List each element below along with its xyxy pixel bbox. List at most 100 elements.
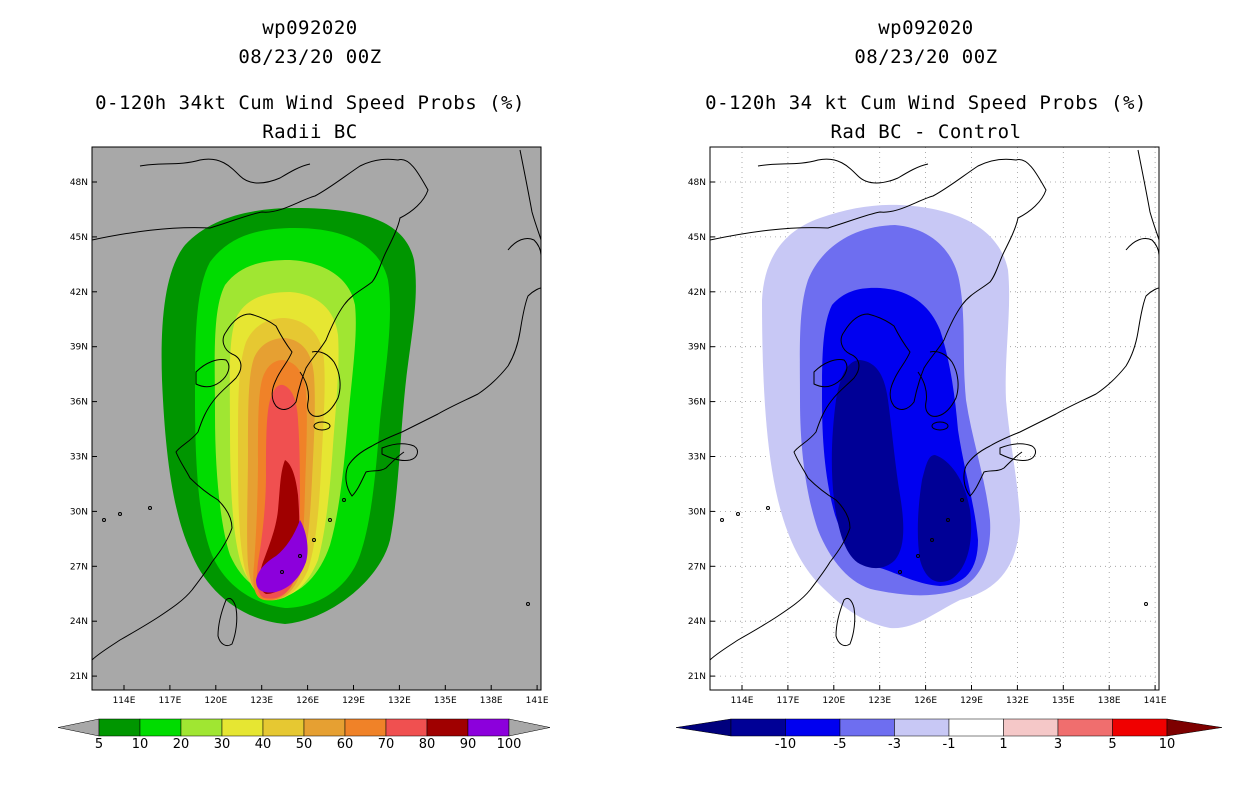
right-axis-ticks: 48N 45N 42N 39N 36N 33N 30N 27N 24N 21N 114E 117E 12… — [688, 178, 1167, 706]
left-lat-label: 24N — [70, 617, 88, 627]
right-lat-label: 36N — [688, 398, 706, 408]
left-lat-label: 21N — [70, 672, 88, 682]
left-lat-label: 42N — [70, 288, 88, 298]
right-lat-label: 30N — [688, 507, 706, 517]
left-colorbar-label: 60 — [336, 737, 354, 752]
left-storm-id: wp092020 — [262, 17, 358, 39]
right-difference-contours — [710, 149, 1159, 661]
right-datetime: 08/23/20 00Z — [854, 46, 998, 68]
left-colorbar-swatch — [221, 718, 264, 737]
left-lat-label: 36N — [70, 398, 88, 408]
left-lon-label: 132E — [388, 696, 411, 706]
left-datetime: 08/23/20 00Z — [238, 46, 382, 68]
left-colorbar-label: 50 — [295, 737, 313, 752]
left-lon-label: 120E — [204, 696, 227, 706]
right-colorbar-label: 5 — [1108, 737, 1117, 752]
right-lon-label: 117E — [776, 696, 799, 706]
right-lon-label: 138E — [1098, 696, 1121, 706]
left-colorbar-swatch — [139, 718, 182, 737]
right-colorbar-label: 3 — [1053, 737, 1063, 752]
right-lon-label: 126E — [914, 696, 937, 706]
right-colorbar-label: -10 — [774, 737, 797, 752]
left-colorbar-label: 90 — [459, 737, 477, 752]
right-colorbar-label: -3 — [888, 737, 901, 752]
left-lat-label: 45N — [70, 233, 88, 243]
left-colorbar-label: 70 — [377, 737, 395, 752]
right-lat-label: 39N — [688, 343, 706, 353]
right-contour-minus10-a — [831, 360, 904, 569]
left-axis-ticks: 48N 45N 42N 39N 36N 33N 30N 27N 24N 21N 114E 117E 12… — [70, 178, 549, 706]
left-lat-label: 48N — [70, 178, 88, 188]
left-colorbar-label: 30 — [213, 737, 231, 752]
left-lon-label: 138E — [480, 696, 503, 706]
right-map: 48N 45N 42N 39N 36N 33N 30N 27N 24N 21N 114E 117E 12… — [688, 146, 1167, 706]
left-contour-90 — [256, 520, 308, 593]
left-colorbar-label: 100 — [496, 737, 522, 752]
left-map: 48N 45N 42N 39N 36N 33N 30N 27N 24N 21N 114E 117E 12… — [70, 146, 549, 706]
right-lon-label: 135E — [1052, 696, 1075, 706]
left-colorbar — [57, 718, 551, 737]
right-colorbar-label: -5 — [833, 737, 847, 752]
right-colorbar — [675, 718, 1223, 737]
left-lat-label: 30N — [70, 507, 88, 517]
left-lat-label: 27N — [70, 562, 88, 572]
right-colorbar-high-arrow — [1166, 718, 1223, 737]
left-colorbar-swatch — [426, 718, 469, 737]
left-colorbar-label: 80 — [418, 737, 436, 752]
right-lat-label: 27N — [688, 562, 706, 572]
right-colorbar-label: 10 — [1158, 737, 1176, 752]
right-storm-id: wp092020 — [878, 17, 974, 39]
right-lon-label: 141E — [1144, 696, 1167, 706]
right-colorbar-swatch — [839, 718, 895, 737]
left-colorbar-swatch — [180, 718, 223, 737]
left-colorbar-swatch — [98, 718, 141, 737]
right-lat-label: 45N — [688, 233, 706, 243]
right-colorbar-swatch — [1112, 718, 1168, 737]
right-colorbar-swatch — [785, 718, 841, 737]
right-lat-label: 21N — [688, 672, 706, 682]
right-contour-minus10-b — [917, 455, 972, 582]
right-colorbar-low-arrow — [675, 718, 732, 737]
left-lat-label: 39N — [70, 343, 88, 353]
right-lon-label: 123E — [868, 696, 891, 706]
right-colorbar-swatch — [948, 718, 1004, 737]
left-colorbar-swatch — [303, 718, 346, 737]
left-colorbar-swatch — [262, 718, 305, 737]
right-lat-label: 48N — [688, 178, 706, 188]
left-lon-label: 126E — [296, 696, 319, 706]
right-colorbar-swatch — [730, 718, 786, 737]
left-colorbar-swatch — [344, 718, 387, 737]
right-colorbar-swatch — [894, 718, 950, 737]
left-lon-label: 135E — [434, 696, 457, 706]
right-colorbar-swatch — [1057, 718, 1113, 737]
left-subtitle: Radii BC — [262, 121, 358, 143]
right-colorbar-swatch — [1003, 718, 1059, 737]
right-colorbar-label: -1 — [942, 737, 956, 752]
right-subtitle: Rad BC - Control — [830, 121, 1022, 143]
left-probability-contours — [92, 149, 541, 661]
left-colorbar-label: 10 — [131, 737, 149, 752]
left-lon-label: 114E — [113, 696, 136, 706]
left-colorbar-label: 20 — [172, 737, 190, 752]
left-colorbar-label: 5 — [94, 737, 104, 752]
right-product-title: 0-120h 34 kt Cum Wind Speed Probs (%) — [705, 92, 1147, 114]
right-lat-label: 42N — [688, 288, 706, 298]
left-colorbar-high-arrow — [508, 718, 551, 737]
right-lon-label: 114E — [731, 696, 754, 706]
left-lon-label: 117E — [158, 696, 181, 706]
left-colorbar-swatch — [467, 718, 510, 737]
left-colorbar-label: 40 — [254, 737, 272, 752]
right-lon-label: 132E — [1006, 696, 1029, 706]
right-colorbar-label: 1 — [999, 737, 1008, 752]
left-lat-label: 33N — [70, 453, 88, 463]
left-lon-label: 129E — [342, 696, 365, 706]
left-product-title: 0-120h 34kt Cum Wind Speed Probs (%) — [95, 92, 525, 114]
right-lat-label: 24N — [688, 617, 706, 627]
left-lon-label: 141E — [526, 696, 549, 706]
left-colorbar-swatch — [385, 718, 428, 737]
right-lon-label: 129E — [960, 696, 983, 706]
left-lon-label: 123E — [250, 696, 273, 706]
left-colorbar-low-arrow — [57, 718, 100, 737]
right-lat-label: 33N — [688, 453, 706, 463]
